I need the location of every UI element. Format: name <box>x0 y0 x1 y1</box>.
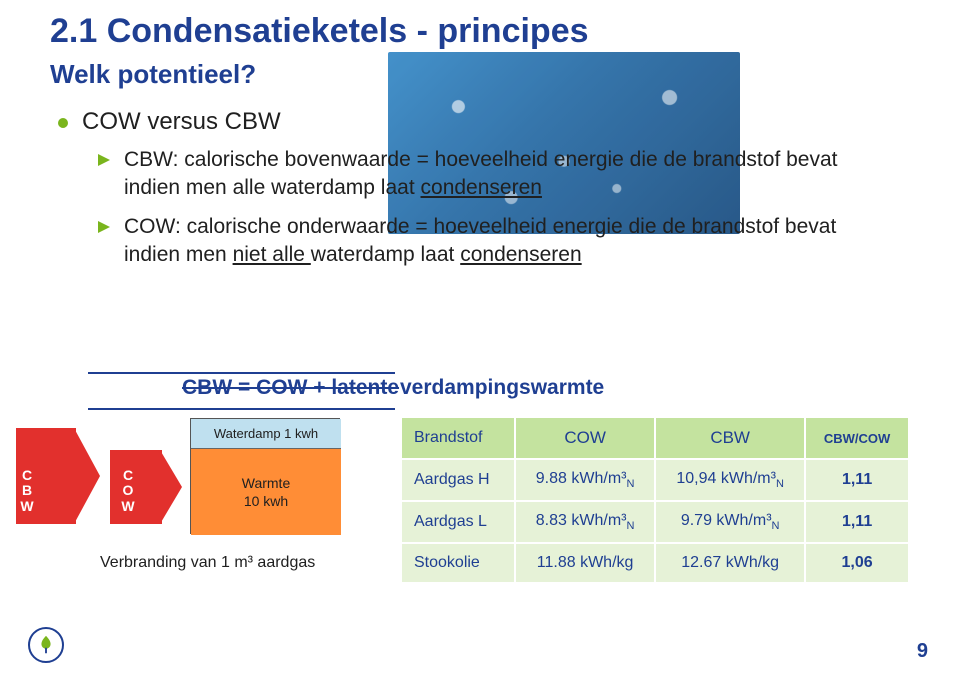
page-number: 9 <box>917 640 928 663</box>
table-cell: Aardgas H <box>402 460 514 500</box>
th-cbw: CBW <box>656 418 804 458</box>
tree-icon <box>35 634 57 656</box>
bullet-l2-text-cbw: CBW: calorische bovenwaarde = hoeveelhei… <box>124 146 884 203</box>
th-ratio: CBW/COW <box>806 418 908 458</box>
fuel-table: Brandstof COW CBW CBW/COW Aardgas H9.88 … <box>400 416 910 584</box>
output-box: Waterdamp 1 kwh Warmte 10 kwh <box>190 418 340 534</box>
combustion-caption: Verbranding van 1 m³ aardgas <box>100 554 315 572</box>
bullet-l2-text-cow: COW: calorische onderwaarde = hoeveelhei… <box>124 213 884 270</box>
table-cell: 10,94 kWh/m³N <box>656 460 804 500</box>
table-cell: 8.83 kWh/m³N <box>516 502 654 542</box>
waterdamp-box: Waterdamp 1 kwh <box>191 419 341 449</box>
bullet-dot-icon <box>58 118 68 128</box>
table-row: Aardgas H9.88 kWh/m³N10,94 kWh/m³N1,11 <box>402 460 908 500</box>
table-cell: Aardgas L <box>402 502 514 542</box>
table-row: Stookolie11.88 kWh/kg12.67 kWh/kg1,06 <box>402 544 908 582</box>
formula-struck: CBW = COW + latente <box>182 376 399 400</box>
slide: 2.1 Condensatieketels - principes Welk p… <box>0 0 960 681</box>
table-row: Aardgas L8.83 kWh/m³N9.79 kWh/m³N1,11 <box>402 502 908 542</box>
table-header-row: Brandstof COW CBW CBW/COW <box>402 418 908 458</box>
bullet-tri-icon <box>98 221 110 233</box>
slide-title: 2.1 Condensatieketels - principes <box>50 12 920 51</box>
table-cell: 1,11 <box>806 502 908 542</box>
table-cell: 9.79 kWh/m³N <box>656 502 804 542</box>
th-brandstof: Brandstof <box>402 418 514 458</box>
bottom-area: CBW = COW + latente verdampingswarmte C … <box>0 370 960 630</box>
table-cell: 1,11 <box>806 460 908 500</box>
table-cell: 12.67 kWh/kg <box>656 544 804 582</box>
formula-remaining: verdampingswarmte <box>400 376 604 400</box>
bullet-level2-cbw: CBW: calorische bovenwaarde = hoeveelhei… <box>98 146 920 203</box>
bullet-tri-icon <box>98 154 110 166</box>
cow-arrow-label: C O W <box>114 468 142 514</box>
bullet-l1-text: COW versus CBW <box>82 108 281 136</box>
table-cell: 9.88 kWh/m³N <box>516 460 654 500</box>
warmte-box: Warmte 10 kwh <box>191 449 341 535</box>
table-cell: 11.88 kWh/kg <box>516 544 654 582</box>
combustion-diagram: C B W C O W Waterdamp 1 kwh Warmte 10 kw… <box>10 406 350 616</box>
slide-subtitle: Welk potentieel? <box>50 59 920 90</box>
table-cell: 1,06 <box>806 544 908 582</box>
table-cell: Stookolie <box>402 544 514 582</box>
eco-tree-icon <box>28 627 64 663</box>
bullet-level1: COW versus CBW <box>58 108 920 136</box>
cbw-arrow-label: C B W <box>10 468 44 514</box>
bullet-level2-cow: COW: calorische onderwaarde = hoeveelhei… <box>98 213 920 270</box>
th-cow: COW <box>516 418 654 458</box>
